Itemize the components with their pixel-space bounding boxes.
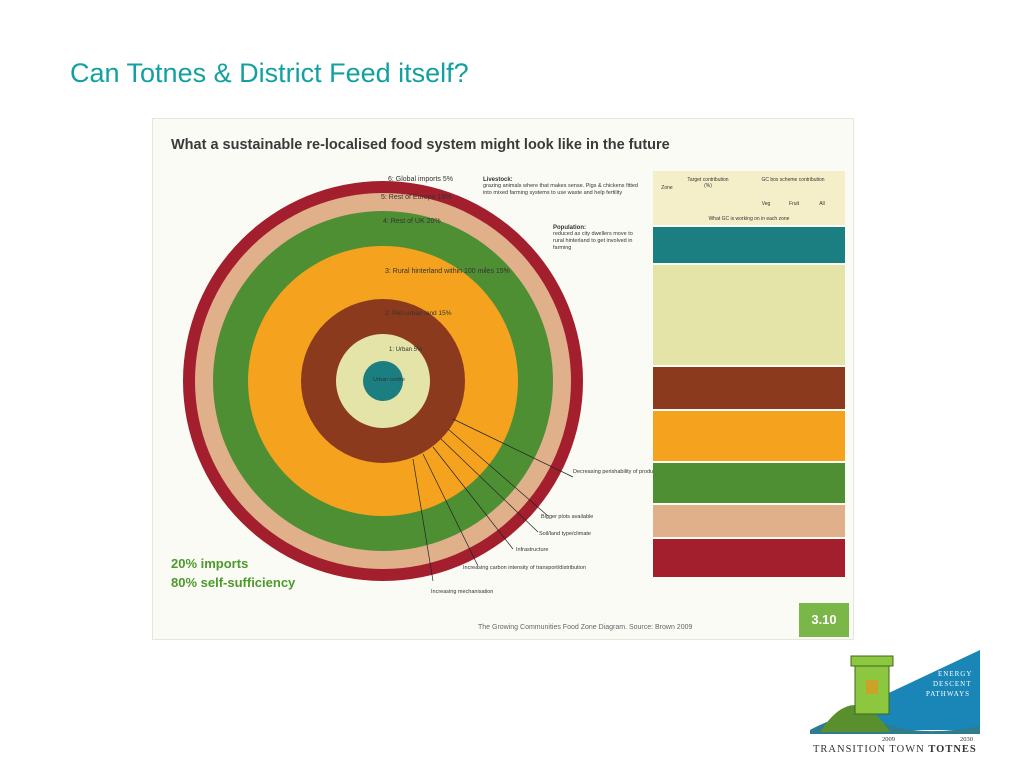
- table-band-zone5: [653, 505, 845, 537]
- table-note-row: What GC is working on in each zone: [653, 213, 845, 225]
- urban-centre: [363, 361, 403, 401]
- table-band-zone2: [653, 367, 845, 409]
- logo-graphic: ENERGY DESCENT PATHWAYS 2009 2030: [810, 650, 980, 743]
- urban-centre-label: Urban centre: [373, 377, 405, 383]
- table-band-urban: [653, 227, 845, 263]
- zone-1-label: 1: Urban 5%: [389, 347, 423, 353]
- callout-soil: Soil/land type/climate: [539, 531, 591, 537]
- table-subheader-veg: Veg: [761, 201, 771, 207]
- food-zone-diagram: 6: Global imports 5% 5: Rest of Europe 1…: [183, 176, 659, 595]
- summary-self-sufficiency: 80% self-sufficiency: [171, 575, 296, 590]
- figure-caption: The Growing Communities Food Zone Diagra…: [478, 624, 693, 631]
- table-note: What GC is working on in each zone: [708, 216, 790, 222]
- livestock-text: grazing animals where that makes sense. …: [483, 183, 638, 196]
- callout-perishability: Decreasing perishability of produce: [573, 469, 659, 475]
- table-band-zone3: [653, 411, 845, 461]
- table-header-zone: Zone: [661, 185, 673, 191]
- table-band-zone4: [653, 463, 845, 503]
- zone-3-label: 3: Rural hinterland within 100 miles 15%: [385, 268, 510, 275]
- logo-year-start: 2009: [882, 736, 895, 743]
- zone-2-label: 2: Peri-urban land 15%: [385, 310, 452, 317]
- food-zone-figure: What a sustainable re-localised food sys…: [152, 118, 854, 640]
- table-band-zone6: [653, 539, 845, 577]
- table-subheader-fruit: Fruit: [789, 201, 799, 207]
- logo-line1: ENERGY: [938, 670, 972, 678]
- livestock-title: Livestock:: [483, 177, 513, 183]
- callout-lines: [412, 418, 574, 582]
- table-header-target: Target contribution (%): [687, 177, 729, 189]
- zone-5-label: 5: Rest of Europe 15%: [381, 194, 451, 201]
- table-header-gc: GC box scheme contribution: [761, 177, 825, 183]
- population-text: reduced as city dwellers move to rural h…: [553, 231, 633, 251]
- population-title: Population:: [553, 225, 586, 231]
- logo-footer: TRANSITION TOWN TOTNES: [813, 744, 977, 755]
- zone-rings: [183, 181, 583, 581]
- figure-title: What a sustainable re-localised food sys…: [171, 137, 670, 153]
- zone-6-label: 6: Global imports 5%: [388, 176, 453, 183]
- figure-number-badge: 3.10: [799, 603, 849, 637]
- logo-year-end: 2030: [960, 736, 973, 743]
- logo-line2: DESCENT: [933, 680, 972, 688]
- callout-mechanisation: Increasing mechanisation: [431, 589, 493, 595]
- callout-carbon: Increasing carbon intensity of transport…: [463, 565, 586, 571]
- logo-footer-plain: TRANSITION TOWN: [813, 744, 925, 755]
- table-subheader-all: All: [819, 201, 825, 207]
- logo-line3: PATHWAYS: [926, 690, 970, 698]
- table-header-row: Zone Target contribution (%) GC box sche…: [653, 171, 845, 213]
- callout-infrastructure: Infrastructure: [516, 547, 548, 553]
- table-band-zone1: [653, 265, 845, 365]
- zone-table: Zone Target contribution (%) GC box sche…: [653, 171, 845, 577]
- zone-4-label: 4: Rest of UK 20%: [383, 218, 441, 225]
- transition-town-totnes-logo: ENERGY DESCENT PATHWAYS 2009 2030: [810, 648, 985, 763]
- callout-plots: Bigger plots available: [541, 514, 593, 520]
- slide-title: Can Totnes & District Feed itself?: [70, 58, 469, 88]
- tower-window: [866, 680, 878, 694]
- logo-footer-bold: TOTNES: [928, 744, 977, 755]
- summary-imports: 20% imports: [171, 556, 249, 571]
